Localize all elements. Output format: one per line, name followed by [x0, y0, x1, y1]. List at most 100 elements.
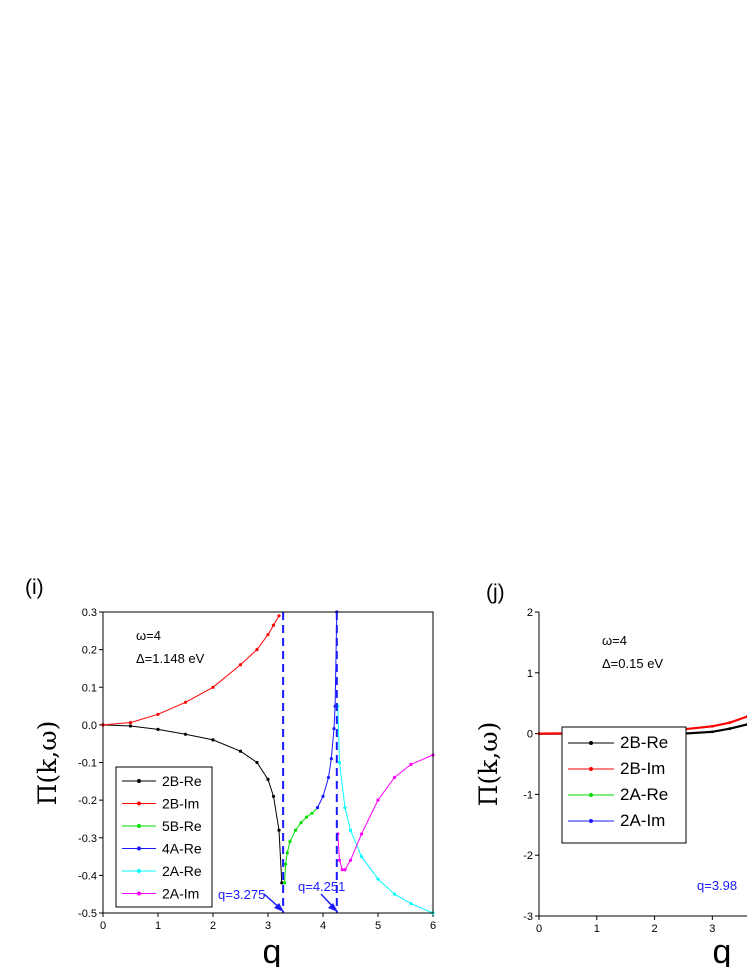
legend-i: 2B-Re 2B-Im 5B-Re 4A-Re 2A-Re 2A-Im: [122, 773, 202, 902]
data-point-2B-Re: [255, 760, 259, 765]
annotation-delta-j: Δ=0.15 eV: [602, 656, 663, 671]
x-tick-label: 4: [320, 920, 326, 932]
y-tick-label: 0: [527, 729, 533, 741]
y-tick-label: -0.5: [78, 908, 97, 920]
data-point-2A-Im: [359, 832, 364, 836]
data-point-2A-Re: [343, 806, 347, 810]
plot-frame-i: [102, 611, 434, 914]
data-point-2B-Re: [156, 727, 160, 732]
y-tick-label: 0.1: [82, 682, 97, 694]
x-ticks-j: 0 1 2 3: [536, 916, 715, 935]
annotation-q1-i: q=3.275: [218, 887, 265, 902]
vlines-i: [282, 612, 338, 913]
data-point-2B-Im: [128, 721, 133, 725]
y-tick-label: 0.3: [82, 607, 97, 619]
y-axis-label-i: Π(k,ω): [33, 721, 62, 806]
legend-label: 2A-Im: [162, 886, 199, 902]
y-tick-label: -0.1: [78, 758, 97, 770]
data-point-2B-Im: [266, 633, 270, 637]
legend-marker: [137, 869, 141, 873]
data-point-2B-Re: [266, 777, 270, 782]
legend-label: 2A-Re: [162, 863, 202, 879]
y-tick-label: -0.2: [78, 795, 97, 807]
y-tick-label: 0.0: [82, 720, 97, 732]
data-point-2A-Re: [376, 877, 380, 881]
x-tick-label: 1: [155, 920, 161, 932]
annotation-q-j: q=3.98: [697, 878, 737, 893]
legend-label: 2B-Re: [620, 733, 668, 752]
data-point-5B-Re: [282, 881, 287, 885]
legend-marker: [137, 846, 141, 851]
y-tick-label: -0.4: [78, 870, 97, 882]
legend-marker: [589, 767, 593, 771]
data-point-2B-Im: [183, 700, 188, 704]
data-point-2B-Re: [277, 828, 281, 832]
legend-box-i: [115, 766, 213, 908]
y-tick-label: -0.3: [78, 833, 97, 845]
x-axis-label-j: q: [713, 933, 732, 967]
legend-label: 2B-Re: [162, 773, 202, 789]
data-point-2B-Re: [280, 881, 284, 885]
legend-marker: [589, 819, 593, 823]
arrowhead-q2-i: [328, 903, 338, 912]
legend-marker: [137, 891, 141, 896]
legend-label: 5B-Re: [162, 818, 202, 834]
x-tick-label: 0: [536, 923, 542, 935]
panel-label-i: (i): [25, 576, 44, 599]
data-point-2A-Im: [376, 798, 380, 802]
data-point-2A-Re: [392, 892, 397, 896]
data-point-2B-Im: [156, 712, 160, 716]
series-group-i: [101, 610, 435, 915]
legend-label: 2A-Im: [620, 811, 665, 830]
legend-j: 2B-Re 2B-Im 2A-Re 2A-Im: [568, 733, 668, 830]
legend-label: 2A-Re: [620, 785, 668, 804]
legend-label: 2B-Im: [162, 796, 199, 812]
data-point-2A-Im: [392, 775, 397, 780]
data-point-2B-Im: [211, 685, 215, 689]
y-tick-label: -2: [523, 850, 533, 862]
legend-marker: [137, 801, 141, 806]
y-tick-label: -1: [523, 789, 533, 801]
data-point-5B-Re: [284, 862, 288, 866]
series-line-5B-Re: [284, 807, 318, 883]
annotation-omega-i: ω=4: [136, 628, 161, 643]
x-tick-label: 5: [375, 920, 381, 932]
legend-box-j: [561, 726, 687, 844]
data-point-2B-Re: [211, 738, 215, 742]
data-point-2B-Im: [277, 614, 281, 618]
data-point-4A-Re: [315, 806, 320, 810]
data-point-2B-Im: [710, 724, 714, 728]
annotation-q2-i: q=4.251: [298, 879, 345, 894]
annotation-omega-j: ω=4: [602, 633, 627, 648]
data-point-2B-Re: [128, 724, 133, 728]
data-point-5B-Re: [293, 828, 298, 832]
data-point-4A-Re: [329, 757, 333, 761]
data-point-2B-Im: [255, 648, 259, 652]
y-ticks-j: -3 -2 -1 0 1 2: [523, 607, 539, 923]
data-point-5B-Re: [299, 821, 303, 825]
legend-marker: [589, 793, 593, 797]
data-point-4A-Re: [321, 794, 325, 799]
series-line-2B-Im: [102, 615, 280, 726]
data-point-2B-Re: [183, 732, 188, 736]
x-tick-label: 6: [430, 920, 436, 932]
series-line-2A-Re: [337, 706, 434, 914]
arrowhead-q1-i: [274, 903, 284, 912]
x-tick-label: 3: [265, 920, 271, 932]
panel-label-j: (j): [486, 581, 505, 604]
y-tick-label: 1: [527, 668, 533, 680]
data-point-2B-Im: [238, 663, 243, 667]
y-tick-label: 0.2: [82, 645, 97, 657]
data-point-2B-Re: [238, 749, 243, 753]
legend-marker: [137, 824, 141, 828]
y-tick-label: -3: [523, 911, 533, 923]
x-ticks-i: 0 1 2 3 4 5 6: [100, 913, 436, 932]
x-tick-label: 2: [210, 920, 216, 932]
data-point-2B-Re: [271, 794, 276, 799]
data-point-5B-Re: [304, 815, 309, 819]
data-point-2B-Im: [271, 623, 276, 627]
annotation-delta-i: Δ=1.148 eV: [136, 651, 205, 666]
x-axis-label-i: q: [263, 933, 282, 967]
data-point-5B-Re: [288, 839, 292, 844]
